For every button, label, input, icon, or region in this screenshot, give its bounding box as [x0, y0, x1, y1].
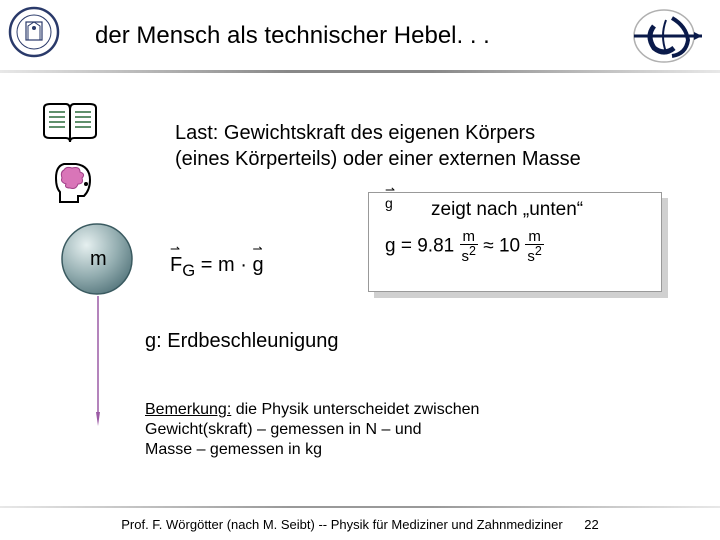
g-var: g — [385, 236, 396, 257]
footer-text: Prof. F. Wörgötter (nach M. Seibt) -- Ph… — [121, 517, 562, 532]
g-erdbeschleunigung: g: Erdbeschleunigung — [145, 330, 338, 353]
slide-header: der Mensch als technischer Hebel. . . — [0, 0, 720, 72]
mass-label: m — [90, 248, 107, 271]
remark-paragraph: Bemerkung: die Physik unterscheidet zwis… — [145, 400, 585, 460]
fg-lhs: F — [170, 254, 182, 277]
g-unit2: ms2 — [525, 229, 543, 264]
fg-m: m — [218, 254, 235, 276]
fg-sub: G — [182, 261, 195, 280]
slide-title: der Mensch als technischer Hebel. . . — [95, 22, 490, 50]
slide-footer: Prof. F. Wörgötter (nach M. Seibt) -- Ph… — [0, 517, 720, 532]
g-approx: ≈ — [483, 236, 499, 257]
header-divider — [0, 70, 720, 73]
footer-divider — [0, 506, 720, 508]
force-formula: FG = m · g — [170, 254, 310, 290]
g-val1: 9.81 — [417, 236, 454, 257]
g-definition-box: g zeigt nach „unten“ g = 9.81 ms2 ≈ 10 m… — [368, 192, 662, 292]
brain-head-icon — [50, 158, 98, 206]
remark-label: Bemerkung: — [145, 401, 231, 418]
last-line2: (eines Körperteils) oder einer externen … — [175, 148, 581, 170]
fg-eq: = — [195, 254, 218, 276]
logo-right — [626, 8, 706, 64]
last-paragraph: Last: Gewichtskraft des eigenen Körpers … — [175, 120, 655, 172]
g-unit1: ms2 — [460, 229, 478, 264]
gravity-arrow-icon — [96, 296, 100, 426]
book-icon — [40, 100, 100, 150]
fg-dot: · — [235, 254, 253, 276]
g-val2: 10 — [499, 236, 520, 257]
g-vector-symbol: g — [385, 195, 393, 211]
page-number: 22 — [584, 517, 598, 532]
remark-line2: Gewicht(skraft) – gemessen in N – und — [145, 421, 422, 438]
last-line1: Last: Gewichtskraft des eigenen Körpers — [175, 122, 535, 144]
g-value-formula: g = 9.81 ms2 ≈ 10 ms2 — [379, 229, 651, 264]
fg-g: g — [252, 254, 263, 277]
g-eq: = — [396, 236, 418, 257]
g-direction-text: zeigt nach „unten“ — [379, 199, 651, 221]
remark-rest1: die Physik unterscheidet zwischen — [231, 401, 479, 418]
remark-line3: Masse – gemessen in kg — [145, 441, 322, 458]
seal-logo-left — [8, 6, 60, 58]
